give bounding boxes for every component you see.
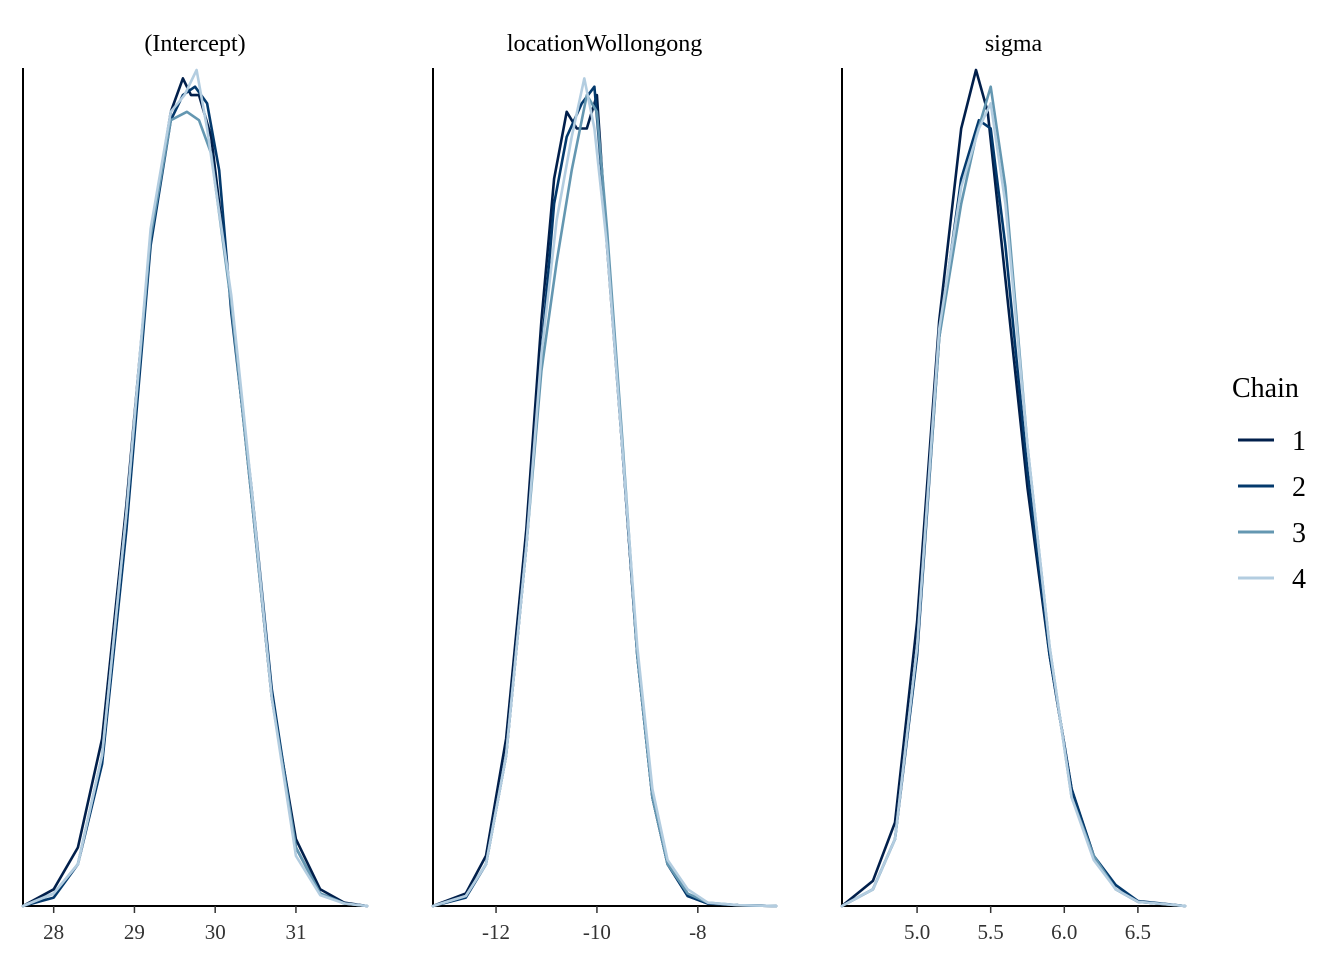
legend: Chain 1 2 3 4 <box>1232 373 1306 595</box>
panel-title: (Intercept) <box>144 31 245 57</box>
x-tick-label: 5.5 <box>978 920 1004 944</box>
density-line-chain-1 <box>840 68 1187 908</box>
panel-location-wollongong: locationWollongong -12 -10 -8 <box>431 31 778 944</box>
legend-item-3: 3 <box>1238 518 1306 549</box>
x-tick-label: 6.5 <box>1125 920 1151 944</box>
density-line-chain-4 <box>840 102 1187 908</box>
density-line-chain-3 <box>21 110 369 908</box>
panel-title: sigma <box>985 31 1043 57</box>
density-line-chain-2 <box>840 118 1187 908</box>
density-line-chain-2 <box>21 85 369 908</box>
density-line-chain-4 <box>21 68 369 908</box>
legend-label: 1 <box>1292 426 1306 457</box>
density-line-chain-4 <box>431 77 778 908</box>
panel-sigma: sigma 5.0 5.5 6.0 6.5 <box>840 31 1187 944</box>
x-tick-label: 28 <box>43 920 64 944</box>
legend-label: 4 <box>1292 564 1306 595</box>
x-tick-label: 30 <box>205 920 226 944</box>
x-tick-label: 6.0 <box>1051 920 1077 944</box>
legend-label: 3 <box>1292 518 1306 549</box>
panel-intercept: (Intercept) 28 29 30 31 <box>21 31 369 944</box>
x-tick-label: -8 <box>689 920 707 944</box>
x-tick-label: 31 <box>285 920 306 944</box>
panel-title: locationWollongong <box>507 31 702 57</box>
legend-label: 2 <box>1292 472 1306 503</box>
density-line-chain-1 <box>21 77 369 908</box>
x-tick-label: -10 <box>583 920 611 944</box>
x-tick-label: 29 <box>124 920 145 944</box>
density-line-chain-3 <box>840 85 1187 908</box>
legend-item-1: 1 <box>1238 426 1306 457</box>
legend-item-4: 4 <box>1238 564 1306 595</box>
x-tick-label: -12 <box>482 920 510 944</box>
x-tick-label: 5.0 <box>904 920 930 944</box>
legend-title: Chain <box>1232 373 1299 404</box>
legend-item-2: 2 <box>1238 472 1306 503</box>
